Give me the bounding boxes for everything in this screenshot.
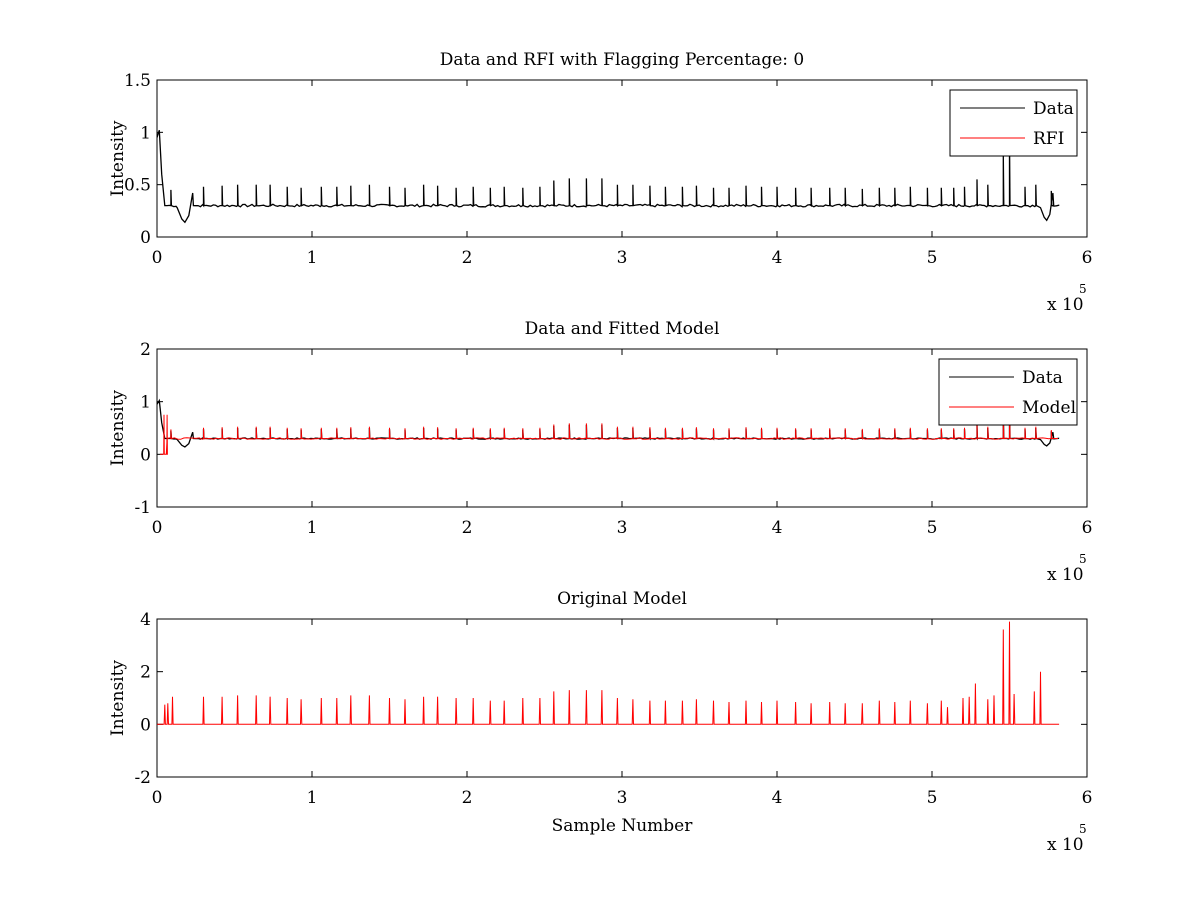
x-tick-label: 5 — [927, 248, 938, 268]
x-axis-label: Sample Number — [552, 816, 694, 836]
x-tick-label: 3 — [617, 248, 628, 268]
axes-frame — [156, 618, 1088, 778]
x-multiplier-exponent: 5 — [1079, 282, 1087, 296]
y-tick-label: -1 — [134, 498, 151, 518]
x-tick-label: 0 — [152, 518, 163, 538]
legend: Data RFI — [949, 89, 1078, 157]
x-tick-label: 4 — [772, 248, 783, 268]
legend: Data Model — [938, 358, 1078, 426]
x-tick-label: 1 — [307, 788, 318, 808]
x-tick-label: 3 — [617, 788, 628, 808]
y-tick-label: 1.5 — [124, 71, 151, 91]
y-tick-label: 0 — [140, 228, 151, 248]
y-axis-label: Intensity — [108, 390, 128, 466]
x-tick-label: 2 — [462, 518, 473, 538]
x-tick-label: 6 — [1082, 788, 1093, 808]
x-tick-label: 6 — [1082, 518, 1093, 538]
axes-frame — [156, 348, 1088, 508]
x-multiplier-exponent: 5 — [1079, 552, 1087, 566]
x-tick-label: 2 — [462, 248, 473, 268]
x-tick-label: 0 — [152, 248, 163, 268]
y-tick-label: 0 — [140, 445, 151, 465]
y-tick-label: -2 — [134, 768, 151, 788]
x-multiplier-label: x 10 — [1047, 295, 1084, 315]
x-tick-label: 1 — [307, 248, 318, 268]
y-tick-label: 0.5 — [124, 176, 151, 196]
x-tick-label: 5 — [927, 788, 938, 808]
x-tick-label: 0 — [152, 788, 163, 808]
x-tick-label: 4 — [772, 788, 783, 808]
chart-title: Data and Fitted Model — [525, 319, 720, 339]
series-line-data — [157, 130, 1060, 224]
y-axis-label: Intensity — [108, 120, 128, 196]
chart-title: Data and RFI with Flagging Percentage: 0 — [440, 50, 804, 70]
y-axis-label: Intensity — [108, 660, 128, 736]
x-tick-label: 4 — [772, 518, 783, 538]
legend-box — [938, 358, 1078, 426]
legend-box — [949, 89, 1078, 157]
x-tick-label: 1 — [307, 518, 318, 538]
plot-area — [157, 130, 1060, 224]
series-line-model — [160, 401, 1058, 455]
plot-area — [157, 398, 1060, 455]
series-line-original-model — [157, 621, 1060, 725]
legend-label: RFI — [1033, 129, 1064, 149]
legend-label: Model — [1022, 398, 1076, 418]
x-multiplier-label: x 10 — [1047, 835, 1084, 855]
x-tick-label: 6 — [1082, 248, 1093, 268]
legend-label: Data — [1022, 368, 1063, 388]
x-multiplier-label: x 10 — [1047, 565, 1084, 585]
y-tick-label: 1 — [140, 393, 151, 413]
y-tick-label: 1 — [140, 123, 151, 143]
y-tick-label: 0 — [140, 715, 151, 735]
x-multiplier-exponent: 5 — [1079, 822, 1087, 836]
legend-label: Data — [1033, 99, 1074, 119]
plot-area — [157, 621, 1060, 725]
y-tick-label: 4 — [140, 610, 151, 630]
x-tick-label: 2 — [462, 788, 473, 808]
chart-title: Original Model — [557, 589, 687, 609]
x-tick-label: 5 — [927, 518, 938, 538]
y-tick-label: 2 — [140, 340, 151, 360]
x-tick-label: 3 — [617, 518, 628, 538]
y-tick-label: 2 — [140, 663, 151, 683]
axes-frame — [156, 79, 1088, 238]
